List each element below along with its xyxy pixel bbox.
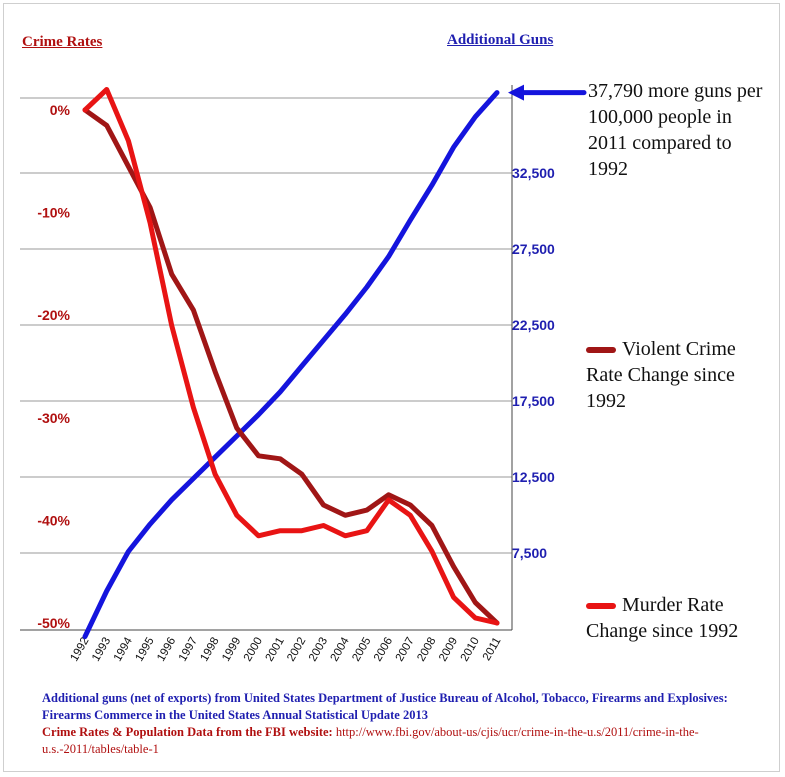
right-tick-label: 7,500 [512,545,547,561]
legend-violent-swatch [586,347,616,354]
x-tick-label: 1999 [220,636,243,664]
right-tick-label: 22,500 [512,317,555,333]
x-tick-label: 1992 [68,636,91,664]
x-tick-label: 2008 [415,636,438,664]
series-lines [82,87,500,640]
x-tick-label: 1994 [112,635,135,664]
series-line [82,87,500,626]
left-axis-title: Crime Rates [22,34,103,50]
source-crime-url[interactable]: http://www.fbi.gov/about-us/cjis/ucr/cri… [42,725,699,756]
source-guns: Additional guns (net of exports) from Un… [42,691,728,722]
left-tick-label: -30% [37,410,70,426]
x-tick-label: 2004 [329,635,352,664]
series-line [82,90,500,640]
x-tick-label: 2010 [459,636,482,664]
right-tick-label: 32,500 [512,165,555,181]
right-tick-label: 17,500 [512,393,555,409]
legend-murder-label: Murder Rate Change since 1992 [586,594,739,642]
left-tick-label: -20% [37,307,70,323]
source-note: Additional guns (net of exports) from Un… [42,690,742,758]
x-tick-label: 2002 [285,636,308,664]
x-tick-label: 2003 [307,636,330,664]
x-tick-label: 2005 [350,636,373,664]
right-axis-title: Additional Guns [447,32,554,48]
x-tick-label: 2001 [264,636,287,664]
right-tick-label: 27,500 [512,241,555,257]
legend-murder-swatch [586,603,616,610]
x-tick-label: 2007 [394,636,417,664]
left-tick-label: -50% [37,615,70,631]
right-axis-ticks: 7,500 12,500 17,500 22,500 27,500 32,500 [512,165,555,561]
x-tick-label: 1993 [90,636,113,664]
legend-violent-label: Violent Crime Rate Change since 1992 [586,338,736,412]
x-axis-ticks: 1992199319941995199619971998199920002001… [68,635,503,664]
gridlines [20,85,513,631]
arrow-head [508,84,524,101]
series-line [82,107,500,626]
x-tick-label: 2009 [437,636,460,664]
x-tick-label: 1996 [155,636,178,664]
legend-violent-crime: Violent Crime Rate Change since 1992 [586,336,776,414]
chart-frame [3,3,780,772]
left-tick-label: 0% [50,102,71,118]
left-tick-label: -40% [37,512,70,528]
x-tick-label: 2000 [242,636,265,664]
left-tick-label: -10% [37,205,70,221]
x-tick-label: 1998 [199,636,222,664]
right-tick-label: 12,500 [512,469,555,485]
legend-murder-rate: Murder Rate Change since 1992 [586,592,776,644]
guns-callout-text: 37,790 more guns per 100,000 people in 2… [588,80,763,180]
x-tick-label: 2006 [372,636,395,664]
x-tick-label: 1995 [133,636,156,664]
x-tick-label: 1997 [177,636,200,664]
x-tick-label: 2011 [481,636,504,663]
source-crime-label: Crime Rates & Population Data from the F… [42,725,333,739]
callout-arrow [508,84,587,101]
left-axis-ticks: 0% -10% -20% -30% -40% -50% [37,102,70,631]
